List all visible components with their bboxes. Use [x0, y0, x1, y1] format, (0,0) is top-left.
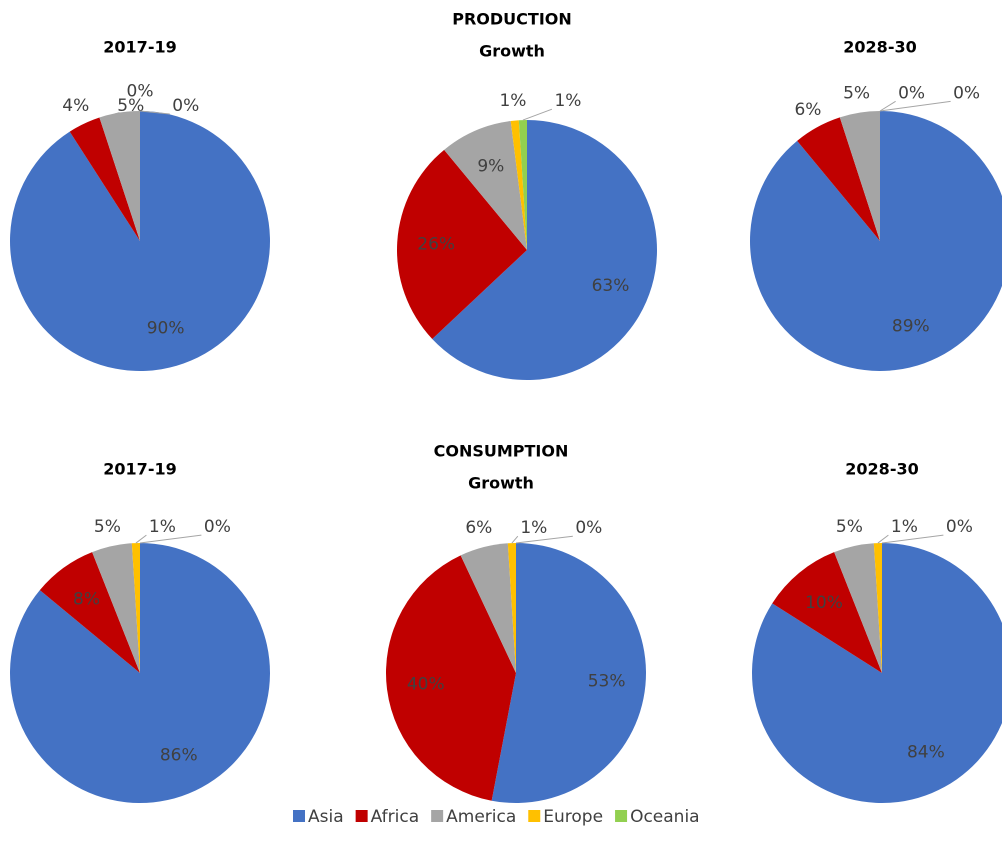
legend-label: Asia [308, 807, 344, 827]
leader-line [881, 534, 944, 544]
chart-title: PRODUCTION [452, 10, 572, 29]
pie-slice [39, 552, 140, 673]
data-label: 0% [172, 96, 199, 116]
data-label: 0% [953, 83, 980, 103]
data-label: 53% [588, 672, 626, 692]
legend-swatch [528, 810, 541, 822]
pie-slice [507, 543, 516, 673]
legend-label: America [446, 807, 516, 827]
pie-slice [491, 543, 647, 803]
pie-slice [444, 121, 527, 250]
data-label: 5% [843, 83, 870, 103]
data-label: 0% [946, 517, 973, 537]
data-label: 1% [149, 517, 176, 537]
legend-label: Africa [371, 807, 420, 827]
data-label: 9% [477, 156, 504, 176]
data-label: 90% [147, 318, 185, 338]
leader-line [511, 535, 519, 544]
chart-title: 2028-30 [843, 38, 916, 57]
data-label: 5% [836, 517, 863, 537]
leader-line [879, 100, 951, 112]
chart-subtitle: Growth [479, 42, 545, 61]
data-label: 1% [520, 518, 547, 538]
legend-swatch [355, 810, 368, 822]
pie-slice [873, 543, 882, 673]
pie-slice [92, 543, 140, 673]
data-label: 6% [465, 518, 492, 538]
legend-swatch [615, 810, 628, 822]
chart-title: 2017-19 [103, 460, 176, 479]
legend-swatch [431, 810, 444, 822]
leader-line [515, 535, 573, 544]
data-label: 5% [94, 517, 121, 537]
leader-line [879, 100, 896, 112]
leader-line [114, 112, 120, 115]
legend-label: Oceania [630, 807, 700, 827]
pie-slice [772, 552, 882, 673]
data-label: 0% [575, 518, 602, 538]
pie-slice [510, 120, 527, 250]
data-label: 89% [892, 317, 930, 337]
data-label: 26% [417, 234, 455, 254]
data-label: 8% [73, 589, 100, 609]
chart-title: 2028-30 [845, 460, 918, 479]
chart-title: 2017-19 [103, 38, 176, 57]
data-label: 1% [499, 91, 526, 111]
data-label: 0% [127, 82, 154, 102]
pie-slice [131, 543, 140, 673]
legend-label: Europe [543, 807, 603, 827]
pie-slice [99, 111, 140, 241]
data-label: 40% [407, 674, 445, 694]
pie-slice [750, 111, 1002, 371]
leader-line [135, 534, 147, 544]
data-label: 5% [117, 96, 144, 116]
pie-slice [797, 117, 880, 241]
legend-swatch [293, 810, 305, 822]
pie-slice [839, 111, 880, 241]
data-label: 0% [898, 83, 925, 103]
pie-slice [460, 543, 516, 673]
data-label: 1% [891, 517, 918, 537]
leader-line [139, 534, 202, 544]
pie-slice [69, 117, 140, 241]
pie-slice [9, 543, 271, 804]
pie-slice [834, 543, 882, 673]
chart-subtitle: Growth [468, 474, 534, 493]
pie-slice [518, 120, 527, 250]
data-label: 10% [805, 593, 843, 613]
data-label: 86% [160, 745, 198, 765]
pie-slice [397, 149, 527, 339]
leader-line [139, 110, 170, 115]
leader-line [877, 534, 889, 544]
data-label: 0% [204, 517, 231, 537]
pie-slice [386, 555, 516, 801]
chart-title: CONSUMPTION [434, 442, 569, 461]
data-label: 63% [592, 276, 630, 296]
data-label: 6% [794, 100, 821, 120]
data-label: 84% [907, 743, 945, 763]
pie-slice [752, 543, 1002, 803]
data-label: 1% [554, 91, 581, 111]
data-label: 4% [62, 96, 89, 116]
pie-slice [432, 120, 658, 380]
leader-line [522, 108, 553, 121]
